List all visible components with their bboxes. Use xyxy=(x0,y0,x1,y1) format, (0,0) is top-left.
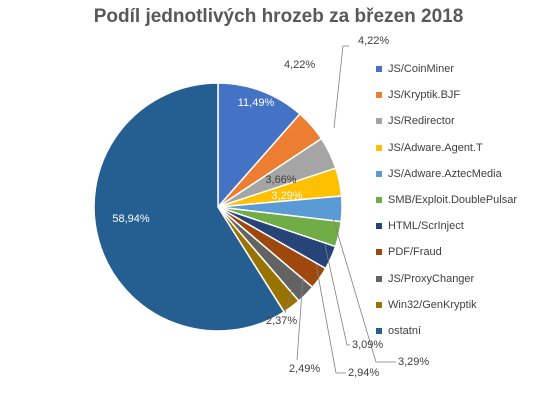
legend-item-6: SMB/Exploit.DoublePulsar xyxy=(376,187,517,213)
legend-swatch xyxy=(376,92,382,99)
legend-label: SMB/Exploit.DoublePulsar xyxy=(388,194,518,207)
leader-line-6 xyxy=(332,217,396,363)
legend-swatch xyxy=(376,223,382,230)
leader-line-3 xyxy=(333,45,349,129)
data-label-9: 2,49% xyxy=(289,363,320,375)
leader-line-7 xyxy=(324,244,350,346)
pie-slice-11 xyxy=(93,82,286,332)
legend-swatch xyxy=(376,249,382,256)
data-label-1: 11,49% xyxy=(238,97,275,109)
data-label-11: 58,94% xyxy=(112,213,150,225)
legend-item-10: Win32/GenKryptik xyxy=(376,292,517,318)
leader-line-10 xyxy=(284,288,293,314)
legend-swatch xyxy=(376,197,382,204)
legend-item-1: JS/CoinMiner xyxy=(376,56,517,82)
legend-label: JS/Redirector xyxy=(388,115,455,128)
data-label-10: 2,37% xyxy=(266,315,297,327)
data-label-7: 3,09% xyxy=(352,339,383,351)
data-label-5: 3,29% xyxy=(271,190,302,202)
legend-item-11: ostatní xyxy=(376,318,517,344)
legend-item-3: JS/Redirector xyxy=(376,108,517,134)
legend-label: JS/Kryptik.BJF xyxy=(388,89,461,102)
legend-swatch xyxy=(376,327,382,334)
legend-label: Win32/GenKryptik xyxy=(388,298,477,311)
legend-label: JS/Adware.AztecMedia xyxy=(388,167,502,180)
legend-swatch xyxy=(376,170,382,177)
legend-item-9: JS/ProxyChanger xyxy=(376,266,517,292)
leader-line-8 xyxy=(315,263,346,374)
legend-label: JS/Adware.Agent.T xyxy=(388,141,483,154)
data-label-4: 3,66% xyxy=(265,174,296,186)
data-label-6: 3,29% xyxy=(398,356,429,368)
legend-item-5: JS/Adware.AztecMedia xyxy=(376,161,517,187)
data-label-8: 2,94% xyxy=(348,367,379,379)
legend-item-8: PDF/Fraud xyxy=(376,239,517,265)
data-label-2: 4,22% xyxy=(284,59,315,71)
legend-label: JS/CoinMiner xyxy=(388,63,455,76)
data-label-3: 4,22% xyxy=(358,35,389,47)
legend-swatch xyxy=(376,66,382,73)
legend-label: ostatní xyxy=(388,324,422,337)
legend-item-7: HTML/ScrInject xyxy=(376,213,517,239)
legend-swatch xyxy=(376,144,382,151)
legend-swatch xyxy=(376,118,382,125)
pie-slice-1 xyxy=(217,82,301,209)
chart-title: Podíl jednotlivých hrozeb za březen 2018 xyxy=(93,6,464,27)
legend-label: PDF/Fraud xyxy=(388,246,442,259)
legend-swatch xyxy=(376,275,382,282)
legend-label: JS/ProxyChanger xyxy=(388,272,475,285)
legend-label: HTML/ScrInject xyxy=(388,220,464,233)
legend-item-2: JS/Kryptik.BJF xyxy=(376,82,517,108)
chart-legend: JS/CoinMiner JS/Kryptik.BJF JS/Redirector J… xyxy=(376,56,517,344)
legend-swatch xyxy=(376,301,382,308)
leader-line-9 xyxy=(296,276,304,361)
legend-item-4: JS/Adware.Agent.T xyxy=(376,135,517,161)
